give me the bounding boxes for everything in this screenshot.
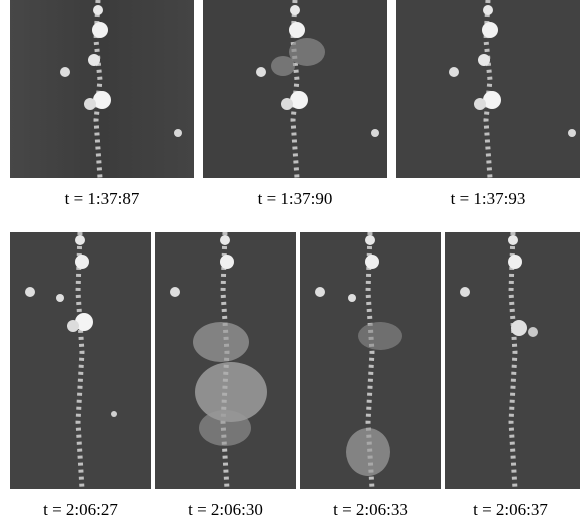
frame-timestamp-bottom-3: t = 2:06:33	[333, 500, 408, 519]
video-frame-top-3	[396, 0, 580, 178]
video-frame-top-1	[10, 0, 194, 178]
frame-image	[10, 0, 194, 178]
video-frame-bottom-4	[445, 232, 580, 489]
video-frame-top-2	[203, 0, 387, 178]
frame-image	[10, 232, 151, 489]
video-frame-bottom-1	[10, 232, 151, 489]
frame-timestamp-bottom-4: t = 2:06:37	[473, 500, 548, 519]
frame-timestamp-top-3: t = 1:37:93	[450, 189, 526, 208]
frame-timestamp-bottom-1: t = 2:06:27	[43, 500, 118, 519]
video-frame-bottom-2	[155, 232, 296, 489]
frame-timestamp-top-1: t = 1:37:87	[64, 189, 140, 208]
frame-timestamp-bottom-2: t = 2:06:30	[188, 500, 263, 519]
video-frame-bottom-3	[300, 232, 441, 489]
frame-timestamp-top-2: t = 1:37:90	[257, 189, 333, 208]
frame-image	[300, 232, 441, 489]
frame-image	[155, 232, 296, 489]
frame-image	[203, 0, 387, 178]
frame-image	[396, 0, 580, 178]
frame-image	[445, 232, 580, 489]
